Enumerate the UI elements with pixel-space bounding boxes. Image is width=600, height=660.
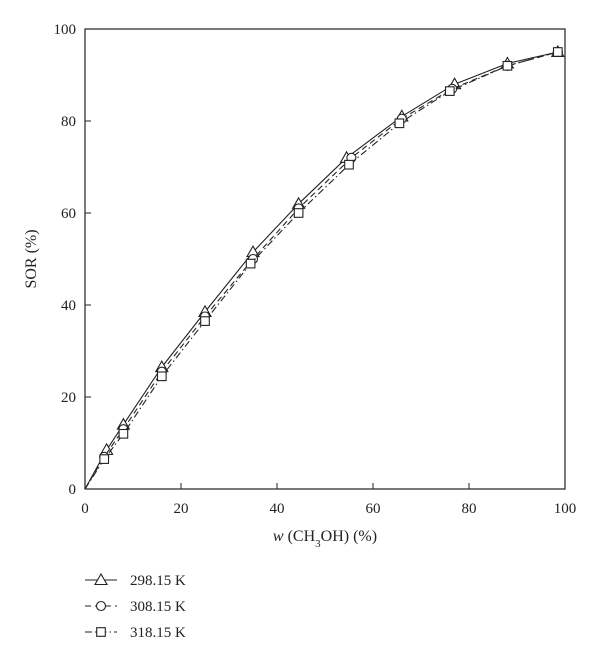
legend-marker-triangle xyxy=(94,572,108,586)
legend-label: 298.15 K xyxy=(130,573,186,589)
legend-marker-square xyxy=(96,627,106,637)
plot-frame xyxy=(84,28,566,490)
x-axis-title-sub: 3 xyxy=(315,538,321,550)
data-point-square xyxy=(444,86,455,96)
x-tick-label: 20 xyxy=(174,501,189,517)
x-tick-label: 40 xyxy=(270,501,285,517)
series-line-triangle xyxy=(84,51,558,490)
y-tick-label: 40 xyxy=(61,298,76,314)
data-point-square xyxy=(502,60,513,71)
x-tick-label: 100 xyxy=(554,501,577,517)
y-tick-label: 100 xyxy=(54,22,77,38)
series-circle xyxy=(84,46,563,490)
legend-item: 308.15 K xyxy=(85,599,186,615)
data-point-square xyxy=(394,118,405,129)
data-point-square xyxy=(552,47,563,57)
x-axis-title-pre: (CH xyxy=(284,528,316,545)
series-square xyxy=(84,47,563,490)
series-line-circle xyxy=(84,51,558,490)
legend-marker-circle xyxy=(95,600,107,612)
axis-ticks: 0 20 40 60 80 100 0 20 40 60 80 100 xyxy=(54,22,577,517)
legend-label: 308.15 K xyxy=(130,599,186,615)
data-point-square xyxy=(118,428,129,439)
series-triangle xyxy=(84,44,565,490)
x-axis-title: w (CH3OH) (%) xyxy=(273,528,377,550)
data-point-square xyxy=(200,316,210,326)
y-tick-label: 20 xyxy=(61,390,76,406)
y-tick-label: 0 xyxy=(69,482,77,498)
y-axis-title: SOR (%) xyxy=(23,229,40,288)
series-layer xyxy=(84,44,565,490)
x-tick-label: 0 xyxy=(81,501,89,517)
data-point-square xyxy=(99,454,110,464)
data-point-square xyxy=(156,371,167,382)
x-axis-title-post: OH) (%) xyxy=(321,528,377,545)
data-point-square xyxy=(293,208,304,218)
y-tick-label: 60 xyxy=(61,206,76,222)
data-point-square xyxy=(245,258,256,269)
data-point-square xyxy=(344,159,354,170)
series-line-square xyxy=(84,51,558,490)
x-axis-title-italic: w xyxy=(273,528,284,545)
legend: 298.15 K 308.15 K 318.15 K xyxy=(85,572,186,641)
legend-label: 318.15 K xyxy=(130,625,186,641)
legend-item: 318.15 K xyxy=(85,625,186,641)
x-tick-label: 60 xyxy=(366,501,381,517)
y-tick-label: 80 xyxy=(61,114,76,130)
legend-item: 298.15 K xyxy=(85,572,186,589)
x-tick-label: 80 xyxy=(462,501,477,517)
